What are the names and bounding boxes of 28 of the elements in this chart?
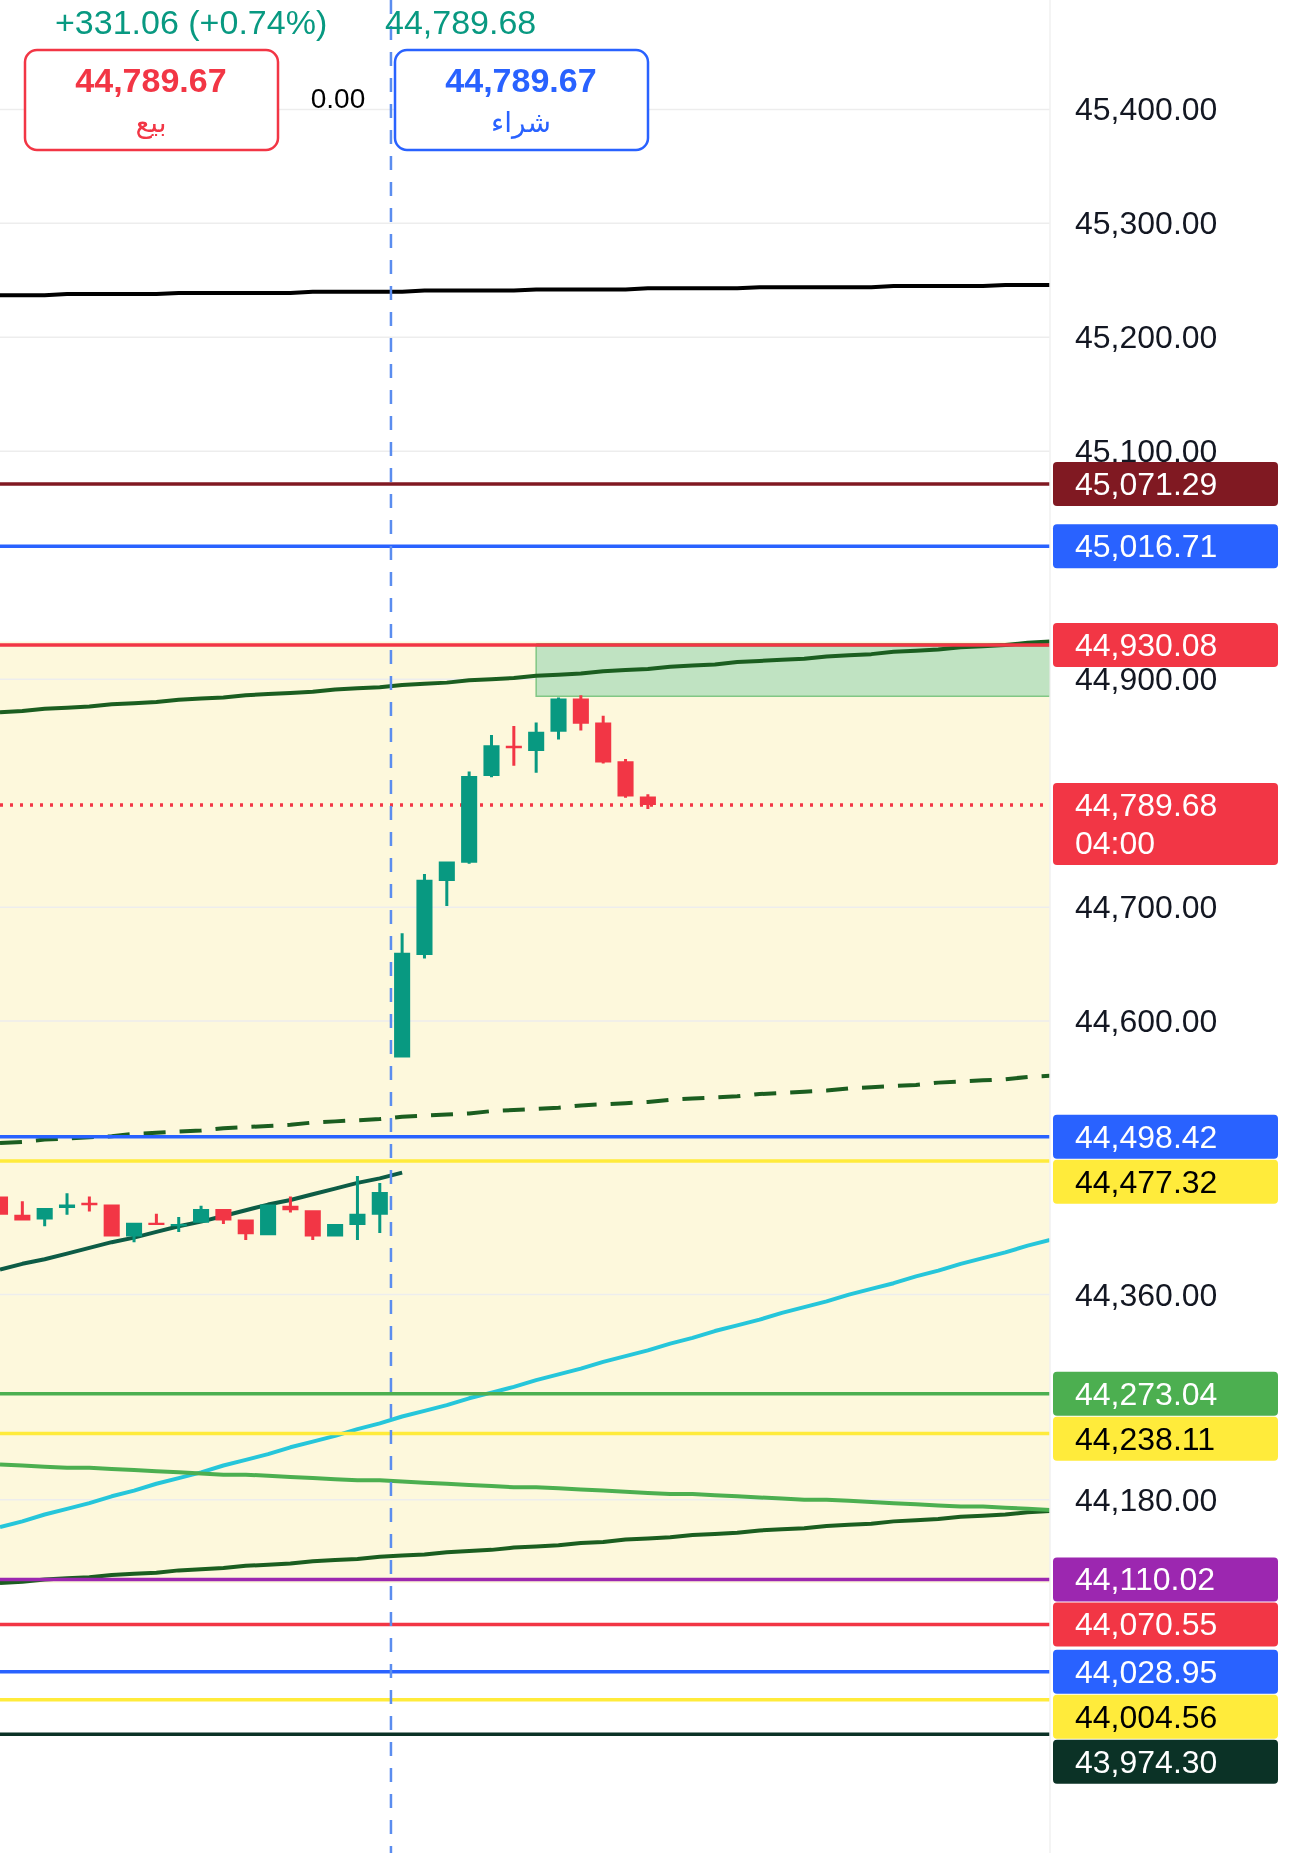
y-tick-label: 44,700.00 [1075,889,1218,926]
y-tick-label: 44,360.00 [1075,1276,1218,1313]
ref-line-label: 44,004.56 [1075,1698,1218,1735]
annotation: 44,789.67 [445,61,597,99]
ref-line-label: 44,110.02 [1075,1561,1215,1598]
ref-line-label: 44,238.11 [1075,1420,1215,1457]
ref-line-label: 43,974.30 [1075,1743,1218,1780]
ref-line-label: 45,016.71 [1075,528,1218,565]
ref-line-label: 44,477.32 [1075,1163,1218,1200]
annotation: 44,789.67 [75,61,227,99]
annotation: شراء [491,106,551,139]
annotation: 0.00 [310,82,366,114]
ref-line-label: 44,498.42 [1075,1118,1218,1155]
y-tick-label: 44,180.00 [1075,1481,1218,1518]
annotation: بيع [135,106,167,139]
y-tick-label: 44,600.00 [1075,1003,1218,1040]
ref-line-label: 44,789.68 [1075,786,1218,823]
text: 04:00 [1075,824,1156,861]
ref-line-label: 44,930.08 [1075,626,1218,663]
y-tick-label: 45,400.00 [1075,91,1218,128]
annotation: +331.06 (+0.74%) [55,3,328,41]
y-tick-label: 44,900.00 [1075,661,1218,698]
y-tick-label: 45,300.00 [1075,205,1218,242]
annotation: 44,789.68 [385,3,537,41]
ref-line-label: 44,273.04 [1075,1375,1218,1412]
y-tick-label: 45,200.00 [1075,319,1218,356]
ref-line-label: 44,070.55 [1075,1606,1218,1643]
ref-line-label: 44,028.95 [1075,1653,1218,1690]
